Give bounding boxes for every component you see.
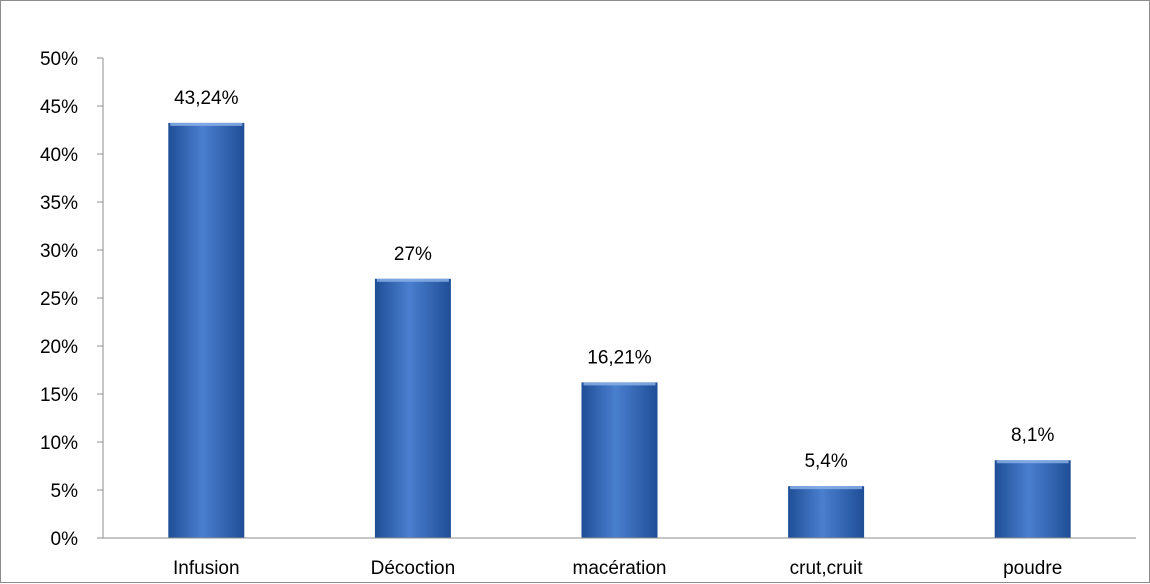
data-label-4: 8,1% — [1011, 425, 1054, 446]
data-label-2: 16,21% — [587, 347, 652, 368]
y-tick-label: 20% — [40, 337, 78, 358]
y-tick-label: 5% — [51, 481, 79, 502]
y-tick-label: 10% — [40, 433, 78, 454]
y-tick-label: 45% — [40, 97, 78, 118]
y-tick-label: 15% — [40, 385, 78, 406]
category-label-2: macération — [573, 558, 667, 579]
bar-2 — [581, 382, 658, 538]
bar-top-highlight — [996, 460, 1069, 464]
y-tick-label: 35% — [40, 193, 78, 214]
data-label-0: 43,24% — [174, 88, 239, 109]
bar-top-highlight — [170, 122, 243, 126]
y-tick-label: 50% — [40, 49, 78, 70]
category-labels: Infusion Décoction macération crut,cruit pou… — [173, 558, 1062, 579]
category-label-0: Infusion — [173, 558, 240, 579]
bars — [168, 122, 1071, 539]
category-label-1: Décoction — [371, 558, 456, 579]
bar-4 — [994, 460, 1071, 538]
bar-top-highlight — [790, 486, 863, 490]
category-label-3: crut,cruit — [790, 558, 864, 579]
bar-top-highlight — [583, 382, 656, 386]
data-label-1: 27% — [394, 244, 432, 265]
data-labels: 43,24% 27% 16,21% 5,4% 8,1% — [174, 88, 1054, 472]
bar-top-highlight — [376, 278, 449, 282]
bar-1 — [374, 278, 451, 538]
data-label-3: 5,4% — [804, 451, 847, 472]
bar-3 — [788, 486, 865, 538]
y-tick-label: 30% — [40, 241, 78, 262]
category-label-4: poudre — [1003, 558, 1062, 579]
y-tick-label: 25% — [40, 289, 78, 310]
y-tick-label: 40% — [40, 145, 78, 166]
y-tick-label: 0% — [51, 529, 79, 550]
bar-0 — [168, 122, 245, 539]
y-axis-ticks: 0% 5% 10% 15% 20% 25% 30% 35% 40% 45% 50% — [40, 49, 103, 550]
